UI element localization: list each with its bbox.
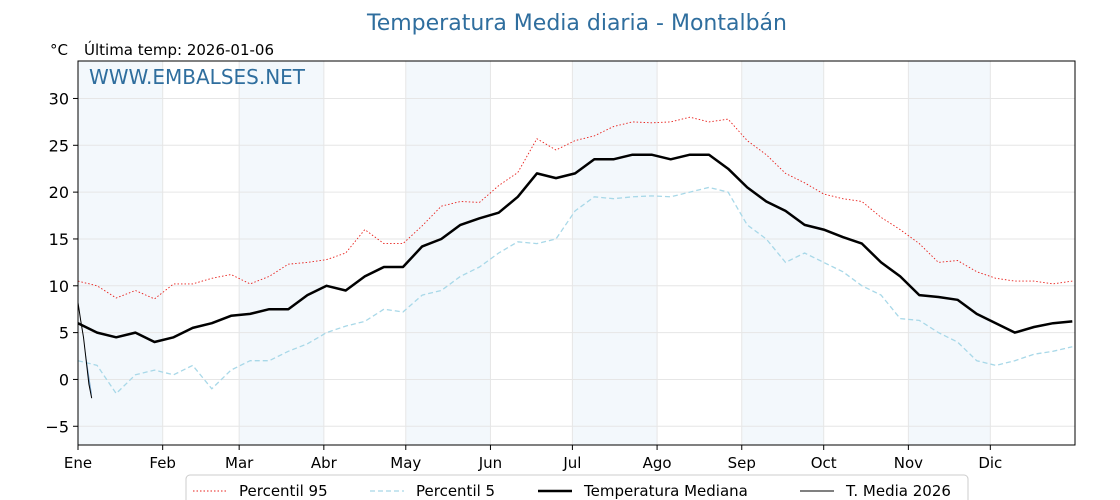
series-line-3 (77, 302, 93, 399)
watermark: WWW.EMBALSES.NET (89, 65, 306, 89)
x-tick-label-Jun: Jun (478, 454, 502, 472)
y-axis-unit: °C (50, 41, 68, 59)
month-band-Sep (741, 61, 824, 445)
month-bands (78, 61, 991, 445)
x-tick-label-May: May (390, 454, 421, 472)
y-tick-label: 0 (59, 370, 69, 389)
month-band-Ene (78, 61, 163, 445)
y-tick-label: 30 (49, 89, 69, 108)
month-band-May (405, 61, 491, 445)
x-tick-label-Ago: Ago (643, 454, 672, 472)
month-band-Nov (908, 61, 991, 445)
x-tick-label-Dic: Dic (978, 454, 1002, 472)
x-tick-label-Feb: Feb (149, 454, 176, 472)
last-temp-label: Última temp: 2026-01-06 (84, 40, 274, 59)
plot-frame (77, 60, 1076, 446)
month-band-Jul (572, 61, 658, 445)
series-line-2 (77, 153, 1073, 344)
x-tick-label-Abr: Abr (311, 454, 338, 472)
legend-p95-label: Percentil 95 (239, 482, 328, 500)
y-tick-label: 10 (49, 277, 69, 296)
x-tick-label-Nov: Nov (894, 454, 923, 472)
x-tick-label-Mar: Mar (225, 454, 254, 472)
legend-box (185, 474, 969, 500)
y-tick-label: −5 (45, 417, 69, 436)
legend-median-label: Temperatura Mediana (583, 482, 748, 500)
x-tick-label-Jul: Jul (562, 454, 581, 472)
y-tick-label: 25 (49, 136, 69, 155)
series-lines (77, 116, 1073, 399)
chart-title: Temperatura Media diaria - Montalbán (366, 11, 787, 36)
y-tick-label: 5 (59, 324, 69, 343)
y-tick-label: 15 (49, 230, 69, 249)
x-tick-label-Ene: Ene (64, 454, 92, 472)
y-axis-ticks: −5 0 5 10 15 20 25 30 (45, 89, 78, 436)
x-axis-ticks: Ene Feb Mar Abr May Jun Jul Ago Sep Oct Nov Dic (64, 445, 1002, 472)
month-band-Mar (239, 61, 324, 445)
legend: Percentil 95 Percentil 5 Temperatura Med… (185, 474, 969, 500)
series-line-1 (77, 186, 1073, 395)
x-tick-label-Sep: Sep (728, 454, 756, 472)
x-tick-label-Oct: Oct (811, 454, 837, 472)
legend-p5-label: Percentil 5 (416, 482, 495, 500)
legend-2026-label: T. Media 2026 (845, 482, 951, 500)
series-2026-fill (78, 302, 92, 399)
y-tick-label: 20 (49, 183, 69, 202)
